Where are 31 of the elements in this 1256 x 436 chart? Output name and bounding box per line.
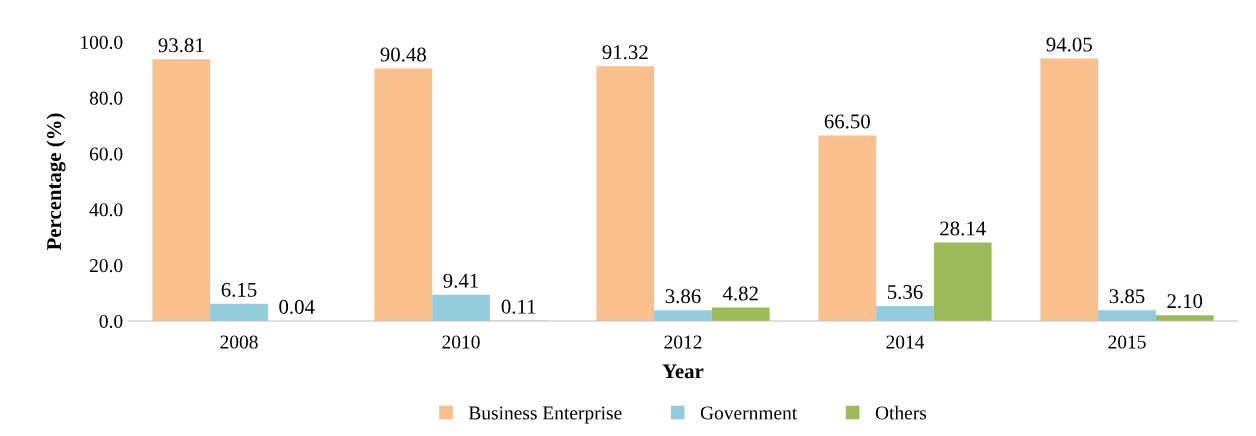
y-tick-label: 80.0 bbox=[89, 91, 123, 105]
legend-label: Government bbox=[700, 406, 798, 420]
x-tick-label: 2010 bbox=[442, 335, 480, 349]
data-label: 9.41 bbox=[443, 273, 478, 288]
data-label: 90.48 bbox=[380, 47, 426, 62]
x-axis-title: Year bbox=[662, 364, 704, 379]
data-label: 28.14 bbox=[940, 221, 986, 236]
data-label: 0.04 bbox=[279, 299, 315, 314]
data-label: 5.36 bbox=[887, 285, 923, 300]
y-tick-label: 100.0 bbox=[81, 35, 123, 50]
data-label: 3.86 bbox=[665, 289, 701, 304]
x-tick-label: 2014 bbox=[886, 335, 925, 349]
data-label: 93.81 bbox=[158, 38, 204, 53]
x-tick-label: 2008 bbox=[220, 335, 258, 349]
data-label: 0.11 bbox=[501, 299, 536, 314]
data-label: 91.32 bbox=[602, 45, 648, 60]
x-tick-label: 2012 bbox=[664, 335, 702, 349]
data-label: 94.05 bbox=[1046, 37, 1092, 52]
data-label: 66.50 bbox=[824, 114, 870, 129]
y-tick-label: 20.0 bbox=[89, 259, 123, 273]
legend-label: Business Enterprise bbox=[468, 406, 622, 424]
y-tick-label: 60.0 bbox=[89, 147, 123, 161]
data-label: 6.15 bbox=[221, 282, 257, 297]
y-axis-title: Percentage (%) bbox=[46, 113, 66, 251]
legend-label: Others bbox=[875, 405, 927, 420]
y-tick-label: 0.0 bbox=[99, 314, 123, 329]
data-label: 2.10 bbox=[1167, 294, 1203, 309]
data-label: 4.82 bbox=[722, 286, 758, 301]
data-label: 3.85 bbox=[1109, 289, 1145, 304]
y-tick-label: 40.0 bbox=[89, 203, 123, 217]
x-tick-label: 2015 bbox=[1108, 335, 1146, 349]
